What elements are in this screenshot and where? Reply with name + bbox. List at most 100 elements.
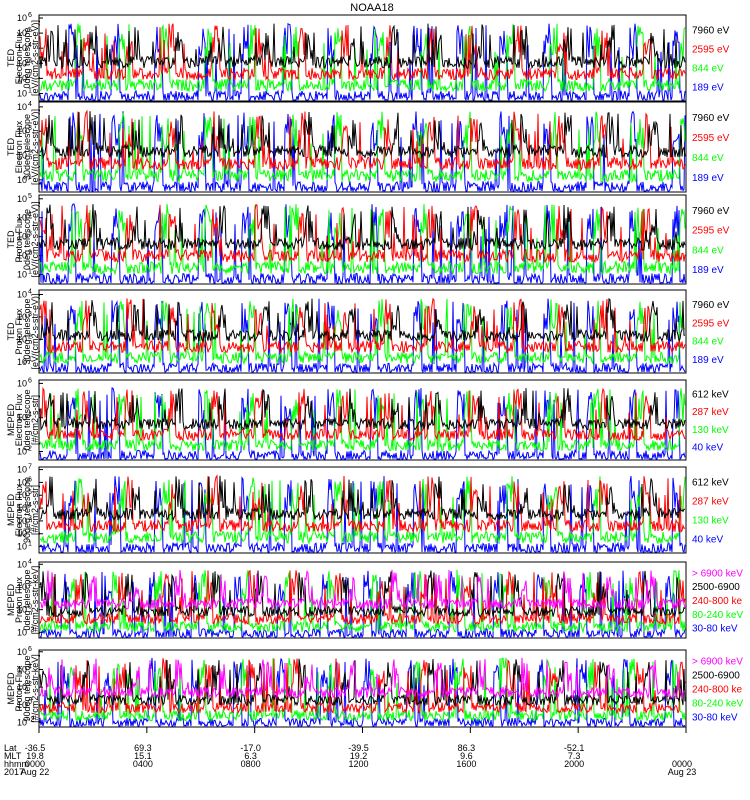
ytick-exponent: 6 <box>28 476 32 483</box>
ylabel: TEDProton Flux30deg telescope[eV/(cm2-s-… <box>6 293 40 369</box>
ytick-exponent: 4 <box>28 502 32 509</box>
ytick-label: 10 <box>17 664 27 674</box>
ytick-exponent: 4 <box>28 288 32 295</box>
ytick-label: 10 <box>17 13 27 23</box>
ylabel-line: TED <box>6 137 16 156</box>
legend-entry: > 6900 keV <box>692 657 743 668</box>
series-trace-1 <box>39 23 686 70</box>
ytick-exponent: 5 <box>28 489 32 496</box>
ylabel-line: TED <box>6 48 16 67</box>
ylabel-line: Electron Flux <box>14 483 24 536</box>
legend-entry: 844 eV <box>692 337 724 348</box>
legend-entry: 7960 eV <box>692 300 730 311</box>
ylabel-line: Electron Flux <box>14 393 24 446</box>
ylabel-line: 0deg telescope <box>22 209 32 270</box>
legend-entry: 7960 eV <box>692 25 730 36</box>
series-trace-3 <box>39 298 686 366</box>
xtick-value: -17.0 <box>240 743 261 753</box>
series-trace-1 <box>39 388 686 432</box>
series-trace-3 <box>39 658 686 715</box>
ytick-label: 10 <box>17 251 27 261</box>
ylabel-line: [#/cm2-s-str] <box>30 395 40 445</box>
ylabel-line: [#/cm2-s-str-keV] <box>30 566 40 635</box>
ylabel-line: Proton Flux <box>14 576 24 623</box>
xtick-value: -39.5 <box>348 743 369 753</box>
ytick-label: 10 <box>17 270 27 280</box>
legend-entry: 287 keV <box>692 496 729 507</box>
ytick-label: 10 <box>17 542 27 552</box>
xtick-value: 69.3 <box>134 743 152 753</box>
ytick-label: 10 <box>17 605 27 615</box>
xtick-value: 19.2 <box>350 751 368 761</box>
series-trace-3 <box>39 111 686 184</box>
series-trace-3 <box>39 203 686 276</box>
ytick-exponent: 7 <box>28 464 32 471</box>
xaxis-row-label: Lat <box>4 743 17 753</box>
ytick-exponent: 3 <box>28 231 32 238</box>
ylabel-line: 0deg telescope <box>22 27 32 88</box>
ytick-exponent: 3 <box>28 57 32 64</box>
legend-entry: 40 keV <box>692 443 723 454</box>
ytick-label: 10 <box>17 682 27 692</box>
legend-entry: 2595 eV <box>692 133 730 144</box>
legend-entry: 40 keV <box>692 535 723 546</box>
legend-entry: 844 eV <box>692 153 724 164</box>
panel-frame <box>38 14 687 102</box>
ytick-exponent: 0 <box>28 699 32 706</box>
ylabel-line: 30deg telescope <box>22 298 32 364</box>
xtick-value: 0400 <box>133 759 153 769</box>
ytick-exponent: -2 <box>28 626 34 633</box>
ytick-exponent: 2 <box>28 581 32 588</box>
legend-entry: 240-800 ke <box>692 685 742 696</box>
ytick-exponent: 0 <box>28 604 32 611</box>
ytick-label: 10 <box>17 151 27 161</box>
xtick-value: 86.3 <box>458 743 476 753</box>
ylabel: TEDProton Flux0deg telescope[eV/(cm2-s-s… <box>6 201 40 277</box>
series-trace-1 <box>39 657 686 700</box>
ylabel-line: [#/cm2-s-str] <box>30 485 40 535</box>
ylabel-line: [eV/(cm2-s-str-eV)] <box>30 293 40 369</box>
ytick-label: 10 <box>17 334 27 344</box>
series-trace-5 <box>39 657 686 728</box>
ytick-label: 10 <box>17 102 27 112</box>
ytick-exponent: 1 <box>28 541 32 548</box>
xtick-value: 0000 <box>25 759 45 769</box>
series-trace-2 <box>39 570 686 619</box>
ytick-exponent: 1 <box>28 87 32 94</box>
xtick-value: 19.8 <box>26 751 44 761</box>
legend-entry: 7960 eV <box>692 113 730 124</box>
ylabel-line: [eV/(cm2-s-str-eV)] <box>30 20 40 96</box>
ytick-label: 10 <box>17 529 27 539</box>
xtick-value: 6.3 <box>244 751 257 761</box>
ytick-label: 10 <box>17 412 27 422</box>
legend-entry: 80-240 keV <box>692 610 743 621</box>
legend-entry: 287 keV <box>692 407 729 418</box>
series-trace-2 <box>39 297 686 354</box>
ylabel-line: [eV/(cm2-s-str-eV)] <box>30 109 40 185</box>
ylabel: TEDElectron Flux0deg telescope[eV/(cm2-s… <box>6 20 40 96</box>
legend-entry: 189 eV <box>692 355 724 366</box>
xtick-value: 0000 <box>672 759 692 769</box>
ytick-label: 10 <box>17 647 27 657</box>
ylabel-line: MEPED <box>6 584 16 617</box>
xaxis-row-label: MLT <box>4 751 22 761</box>
xtick-value: 1600 <box>456 759 476 769</box>
ytick-label: 10 <box>17 718 27 728</box>
ytick-label: 10 <box>17 477 27 487</box>
ytick-exponent: 5 <box>28 27 32 34</box>
legend-entry: 2500-6900 <box>692 582 740 593</box>
xtick-value: 15.1 <box>134 751 152 761</box>
ytick-exponent: 4 <box>28 101 32 108</box>
ytick-exponent: 4 <box>28 663 32 670</box>
xtick-value: 7.3 <box>568 751 581 761</box>
ytick-exponent: 5 <box>28 193 32 200</box>
ytick-label: 10 <box>17 126 27 136</box>
ytick-exponent: 3 <box>28 311 32 318</box>
series-trace-1 <box>39 475 685 522</box>
